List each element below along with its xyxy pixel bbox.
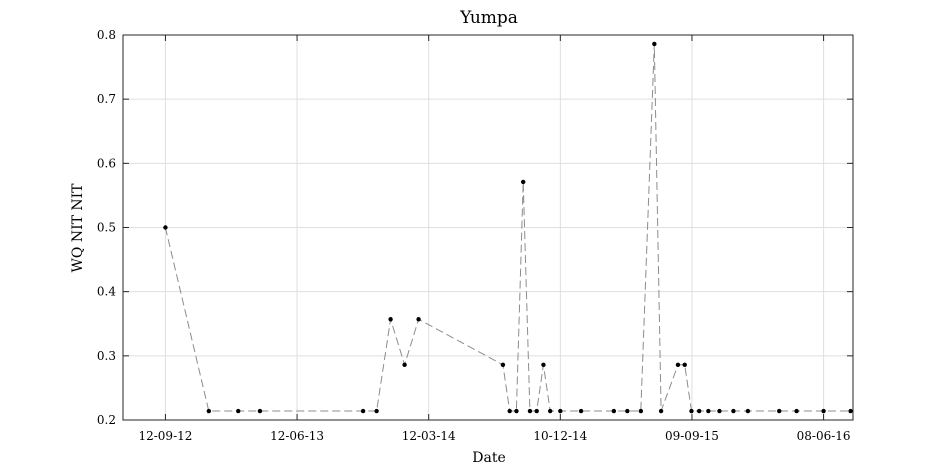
y-tick-label: 0.3	[97, 349, 116, 363]
data-point	[163, 225, 168, 230]
y-tick-label: 0.6	[97, 156, 116, 170]
data-point	[257, 408, 263, 414]
data-point	[689, 408, 694, 414]
data-point	[402, 362, 407, 368]
data-point	[360, 408, 366, 414]
data-point	[527, 408, 533, 414]
data-point	[236, 408, 241, 414]
data-point	[794, 408, 799, 414]
data-point	[696, 408, 702, 414]
y-tick-label: 0.7	[97, 92, 116, 106]
data-point	[717, 408, 722, 414]
data-point	[625, 408, 630, 414]
data-point	[520, 179, 526, 185]
data-point	[706, 408, 711, 414]
y-axis-label: WQ NIT NIT	[70, 183, 86, 273]
series-line	[164, 43, 851, 412]
data-point	[611, 408, 617, 414]
y-tick-label: 0.2	[97, 413, 116, 427]
data-point	[541, 362, 546, 368]
data-point	[206, 408, 212, 414]
y-tick-label: 0.4	[97, 285, 116, 299]
axis-ticks: 12-09-12 12-06-13 12-03-14 10-12-14 09-09-15…	[97, 28, 853, 443]
data-point	[675, 362, 681, 368]
data-point	[547, 408, 553, 414]
x-tick-label: 08-06-16	[797, 429, 851, 443]
data-point	[558, 408, 563, 414]
x-tick-label: 12-09-12	[138, 429, 192, 443]
data-point	[534, 408, 539, 414]
data-point	[514, 408, 519, 414]
grid	[123, 34, 853, 421]
data-point	[745, 408, 751, 414]
data-point	[658, 408, 664, 414]
data-point	[507, 408, 512, 414]
data-point	[388, 317, 393, 322]
data-point	[578, 408, 584, 414]
data-point	[848, 408, 853, 414]
data-point	[638, 408, 644, 414]
chart-title: Yumpa	[459, 8, 518, 28]
data-point	[500, 362, 506, 368]
data-point	[777, 408, 782, 414]
x-tick-label: 09-09-15	[665, 429, 719, 443]
data-point	[374, 408, 379, 414]
x-tick-label: 12-03-14	[402, 429, 456, 443]
x-axis-label: Date	[472, 450, 505, 466]
y-tick-label: 0.8	[97, 28, 116, 42]
data-point	[416, 317, 421, 322]
y-tick-label: 0.5	[97, 221, 116, 235]
data-point	[821, 408, 826, 414]
x-tick-label: 10-12-14	[533, 429, 587, 443]
x-tick-label: 12-06-13	[270, 429, 324, 443]
series	[163, 41, 853, 414]
data-point	[731, 408, 736, 414]
data-point	[652, 41, 657, 47]
data-point	[682, 362, 687, 368]
